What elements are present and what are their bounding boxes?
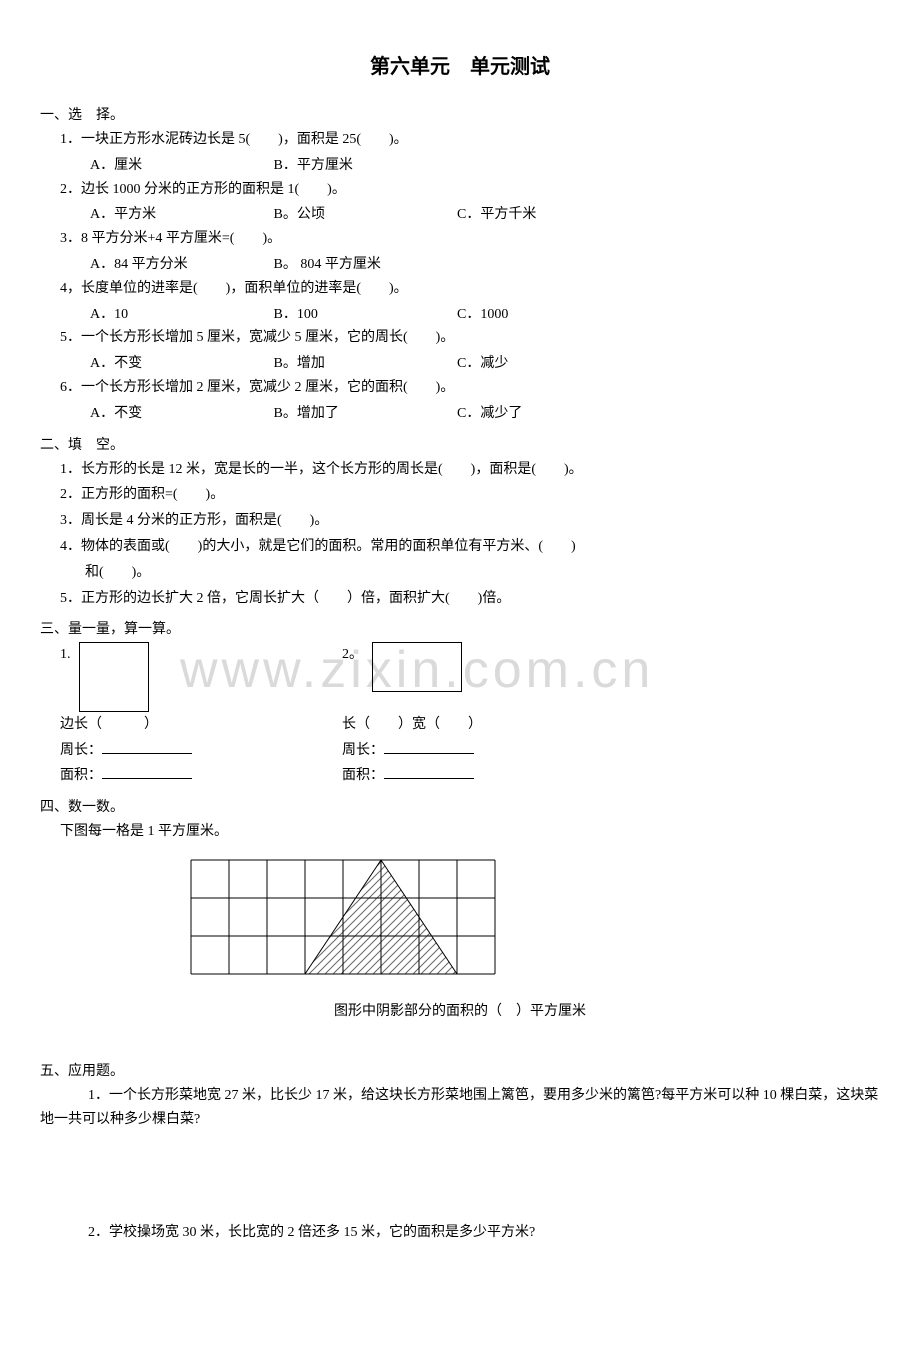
s1-q1-a: A．厘米: [90, 154, 270, 178]
s1-q5: 5．一个长方形长增加 5 厘米，宽减少 5 厘米，它的周长( )。: [60, 326, 880, 350]
s2-q2: 2．正方形的面积=( )。: [60, 483, 880, 507]
s1-q2-options: A．平方米 B。公顷 C．平方千米: [90, 203, 880, 227]
s1-q2: 2．边长 1000 分米的正方形的面积是 1( )。: [60, 178, 880, 202]
blank-line: [384, 765, 474, 779]
shape1-area-label: 面积：: [60, 768, 102, 783]
measure-row: 1. 边长（ ） 周长： 面积： 2。 长（ ）宽（ ） 周长： 面积：: [60, 642, 880, 788]
s1-q5-b: B。增加: [274, 352, 454, 376]
section-5-heading: 五、应用题。: [40, 1060, 880, 1080]
s1-q1: 1．一块正方形水泥砖边长是 5( )，面积是 25( )。: [60, 128, 880, 152]
section-3-heading: 三、量一量，算一算。: [40, 618, 880, 638]
shape1-side: 边长（ ）: [60, 712, 192, 737]
s1-q2-b: B。公顷: [274, 203, 454, 227]
s1-q6-c: C．减少了: [457, 402, 577, 426]
shape-rect: [372, 642, 462, 692]
s1-q6-b: B。增加了: [274, 402, 454, 426]
blank-line: [102, 765, 192, 779]
section-4-heading: 四、数一数。: [40, 796, 880, 816]
s1-q3: 3．8 平方分米+4 平方厘米=( )。: [60, 227, 880, 251]
s1-q6: 6．一个长方形长增加 2 厘米，宽减少 2 厘米，它的面积( )。: [60, 376, 880, 400]
shape-square: [79, 642, 149, 712]
s2-q1: 1．长方形的长是 12 米，宽是长的一半，这个长方形的周长是( )，面积是( )…: [60, 458, 880, 482]
s1-q4-c: C．1000: [457, 303, 577, 327]
s1-q2-c: C．平方千米: [457, 203, 577, 227]
section-1-heading: 一、选 择。: [40, 104, 880, 124]
shape1-perimeter-label: 周长：: [60, 743, 102, 758]
s2-q3: 3．周长是 4 分米的正方形，面积是( )。: [60, 509, 880, 533]
measure-block-1: 1. 边长（ ） 周长： 面积：: [60, 642, 192, 788]
s1-q2-a: A．平方米: [90, 203, 270, 227]
content-layer: 第六单元 单元测试 一、选 择。 1．一块正方形水泥砖边长是 5( )，面积是 …: [40, 50, 880, 1245]
shape2-area-label: 面积：: [342, 768, 384, 783]
s4-desc: 下图每一格是 1 平方厘米。: [60, 820, 880, 844]
blank-line: [102, 740, 192, 754]
page-title: 第六单元 单元测试: [40, 50, 880, 79]
s1-q3-options: A．84 平方分米 B。 804 平方厘米: [90, 253, 880, 277]
s1-q3-b: B。 804 平方厘米: [274, 253, 454, 277]
section-2-heading: 二、填 空。: [40, 434, 880, 454]
s1-q3-a: A．84 平方分米: [90, 253, 270, 277]
s2-q4a: 4．物体的表面或( )的大小，就是它们的面积。常用的面积单位有平方米、( ): [60, 535, 880, 559]
s1-q4-options: A．10 B．100 C．1000: [90, 303, 880, 327]
measure-block-2: 2。 长（ ）宽（ ） 周长： 面积：: [342, 642, 482, 788]
s2-q5: 5．正方形的边长扩大 2 倍，它周长扩大（ ）倍，面积扩大( )倍。: [60, 587, 880, 611]
s1-q5-c: C．减少: [457, 352, 577, 376]
s1-q4-b: B．100: [274, 303, 454, 327]
grid-svg: [190, 859, 496, 975]
s1-q1-b: B．平方厘米: [274, 154, 454, 178]
s1-q4-a: A．10: [90, 303, 270, 327]
grid-caption: 图形中阴影部分的面积的（ ）平方厘米: [40, 1000, 880, 1020]
spacer: [40, 1131, 880, 1221]
s5-q2: 2．学校操场宽 30 米，长比宽的 2 倍还多 15 米，它的面积是多少平方米?: [60, 1221, 880, 1245]
shape2-label: 2。: [342, 647, 363, 662]
s1-q6-options: A．不变 B。增加了 C．减少了: [90, 402, 880, 426]
grid-figure: [190, 859, 880, 980]
s1-q4: 4，长度单位的进率是( )，面积单位的进率是( )。: [60, 277, 880, 301]
shape1-label: 1.: [60, 647, 71, 662]
s1-q5-options: A．不变 B。增加 C．减少: [90, 352, 880, 376]
shape2-perimeter-label: 周长：: [342, 743, 384, 758]
s1-q5-a: A．不变: [90, 352, 270, 376]
s1-q1-options: A．厘米 B．平方厘米: [90, 154, 880, 178]
s5-q1-text: 1．一个长方形菜地宽 27 米，比长少 17 米，给这块长方形菜地围上篱笆，要用…: [40, 1088, 878, 1127]
shape2-lw: 长（ ）宽（ ）: [342, 712, 482, 737]
s1-q6-a: A．不变: [90, 402, 270, 426]
s5-q1: 1．一个长方形菜地宽 27 米，比长少 17 米，给这块长方形菜地围上篱笆，要用…: [40, 1084, 880, 1132]
s2-q4b: 和( )。: [85, 561, 880, 585]
blank-line: [384, 740, 474, 754]
